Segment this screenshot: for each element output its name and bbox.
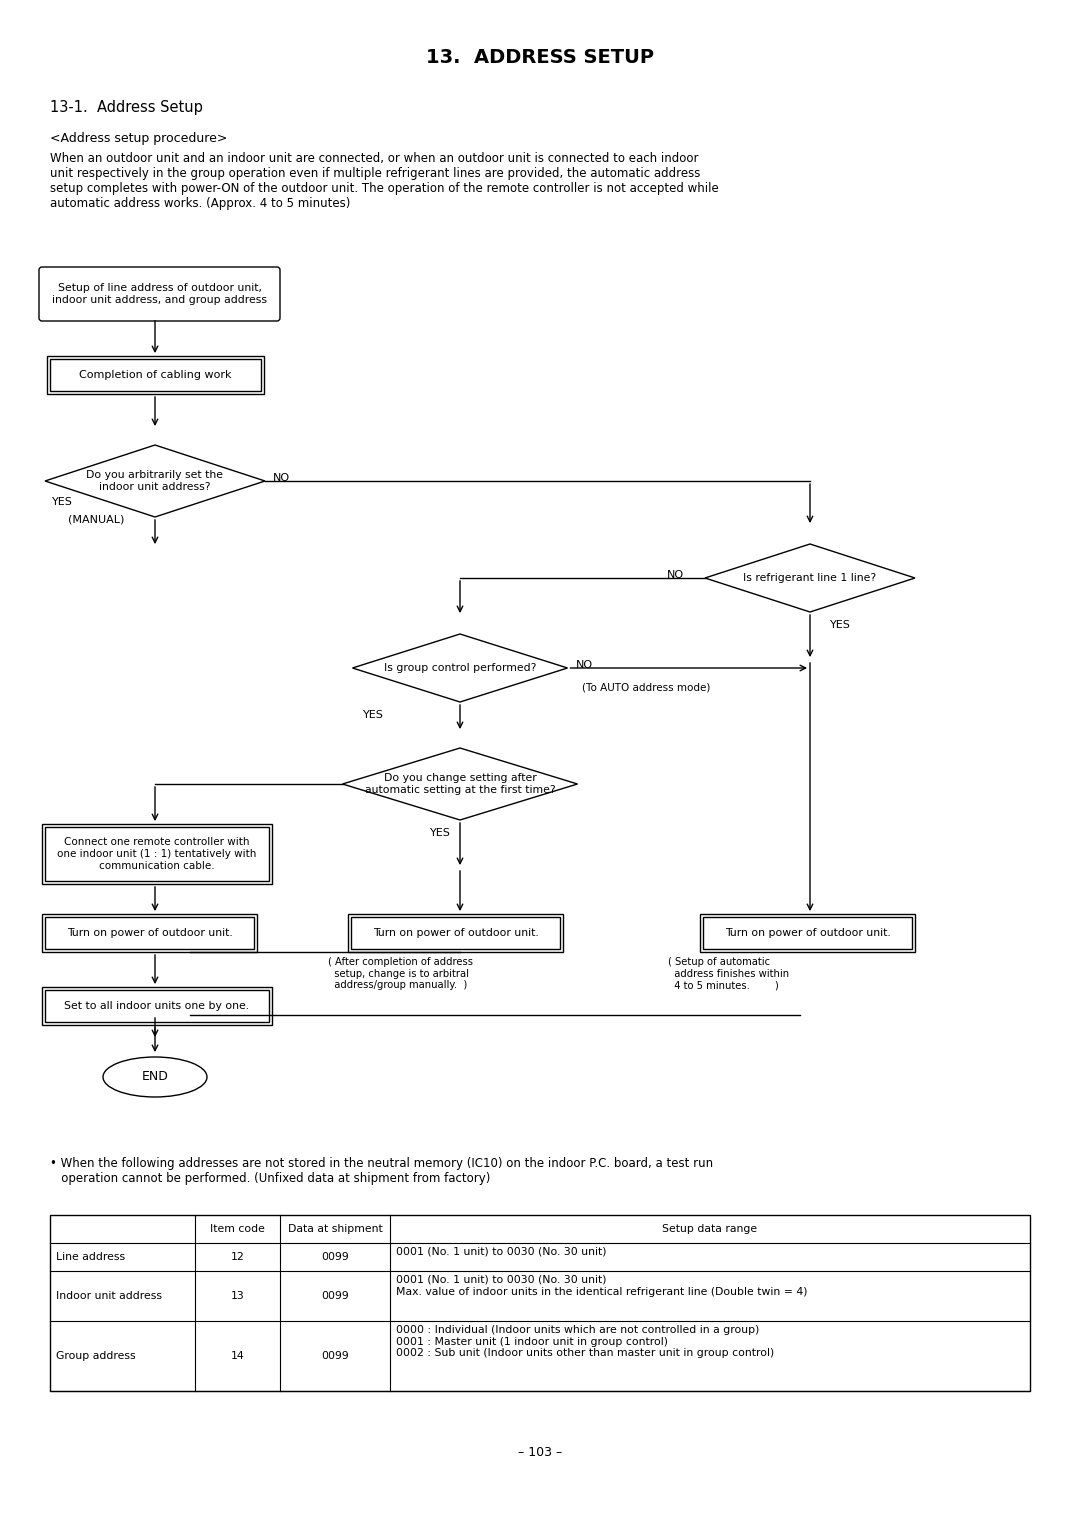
Polygon shape [45,445,265,517]
Text: Setup of line address of outdoor unit,
indoor unit address, and group address: Setup of line address of outdoor unit, i… [52,284,267,305]
Text: Turn on power of outdoor unit.: Turn on power of outdoor unit. [67,929,232,938]
FancyBboxPatch shape [39,267,280,320]
Text: Turn on power of outdoor unit.: Turn on power of outdoor unit. [725,929,890,938]
Bar [351,917,561,949]
Text: 12: 12 [231,1252,244,1263]
Text: Turn on power of outdoor unit.: Turn on power of outdoor unit. [373,929,538,938]
Text: NO: NO [667,570,684,580]
Text: (MANUAL): (MANUAL) [68,515,124,525]
Text: 13: 13 [231,1292,244,1301]
Bar [45,917,254,949]
Bar [700,913,915,952]
Text: NO: NO [576,660,593,669]
Bar [42,913,257,952]
Text: Do you arbitrarily set the
indoor unit address?: Do you arbitrarily set the indoor unit a… [86,470,224,491]
Bar [48,355,264,393]
Text: Do you change setting after
automatic setting at the first time?: Do you change setting after automatic se… [365,773,555,795]
Text: END: END [141,1071,168,1083]
Text: When an outdoor unit and an indoor unit are connected, or when an outdoor unit i: When an outdoor unit and an indoor unit … [50,152,719,210]
Text: 13-1.  Address Setup: 13-1. Address Setup [50,101,203,114]
Bar [45,990,269,1022]
Polygon shape [342,747,578,820]
Text: 0099: 0099 [321,1252,349,1263]
Text: • When the following addresses are not stored in the neutral memory (IC10) on th: • When the following addresses are not s… [50,1157,713,1185]
Text: Is refrigerant line 1 line?: Is refrigerant line 1 line? [743,573,877,583]
Text: <Address setup procedure>: <Address setup procedure> [50,133,228,145]
Polygon shape [705,544,915,612]
Text: 0001 (No. 1 unit) to 0030 (No. 30 unit): 0001 (No. 1 unit) to 0030 (No. 30 unit) [396,1247,607,1257]
Text: Set to all indoor units one by one.: Set to all indoor units one by one. [65,1000,249,1011]
Text: Data at shipment: Data at shipment [287,1225,382,1234]
Text: Group address: Group address [56,1351,136,1360]
Bar [348,913,563,952]
Text: Setup data range: Setup data range [662,1225,757,1234]
Bar [42,987,272,1025]
Bar [42,824,272,884]
Text: ( After completion of address
  setup, change is to arbitral
  address/group man: ( After completion of address setup, cha… [328,958,473,990]
Text: Item code: Item code [211,1225,265,1234]
Text: 0000 : Individual (Indoor units which are not controlled in a group)
0001 : Mast: 0000 : Individual (Indoor units which ar… [396,1325,774,1359]
Bar [50,1215,1030,1391]
Text: YES: YES [430,828,450,839]
Text: 0099: 0099 [321,1292,349,1301]
Text: 0001 (No. 1 unit) to 0030 (No. 30 unit)
Max. value of indoor units in the identi: 0001 (No. 1 unit) to 0030 (No. 30 unit) … [396,1275,808,1296]
Bar [45,827,269,881]
Text: 14: 14 [231,1351,244,1360]
Text: (To AUTO address mode): (To AUTO address mode) [582,682,711,692]
Text: Is group control performed?: Is group control performed? [383,663,536,673]
Text: YES: YES [363,711,383,720]
Text: 13.  ADDRESS SETUP: 13. ADDRESS SETUP [426,47,654,67]
Polygon shape [352,634,567,702]
Bar [703,917,912,949]
Ellipse shape [103,1057,207,1096]
Text: YES: YES [52,497,72,506]
Text: ( Setup of automatic
  address finishes within
  4 to 5 minutes.        ): ( Setup of automatic address finishes wi… [669,958,789,990]
Text: Indoor unit address: Indoor unit address [56,1292,162,1301]
Bar [50,358,261,390]
Text: YES: YES [831,621,851,630]
Text: Completion of cabling work: Completion of cabling work [79,371,232,380]
Text: 0099: 0099 [321,1351,349,1360]
Text: NO: NO [273,473,291,483]
Text: – 103 –: – 103 – [518,1446,562,1459]
Text: Line address: Line address [56,1252,125,1263]
Text: Connect one remote controller with
one indoor unit (1 : 1) tentatively with
comm: Connect one remote controller with one i… [57,837,257,871]
